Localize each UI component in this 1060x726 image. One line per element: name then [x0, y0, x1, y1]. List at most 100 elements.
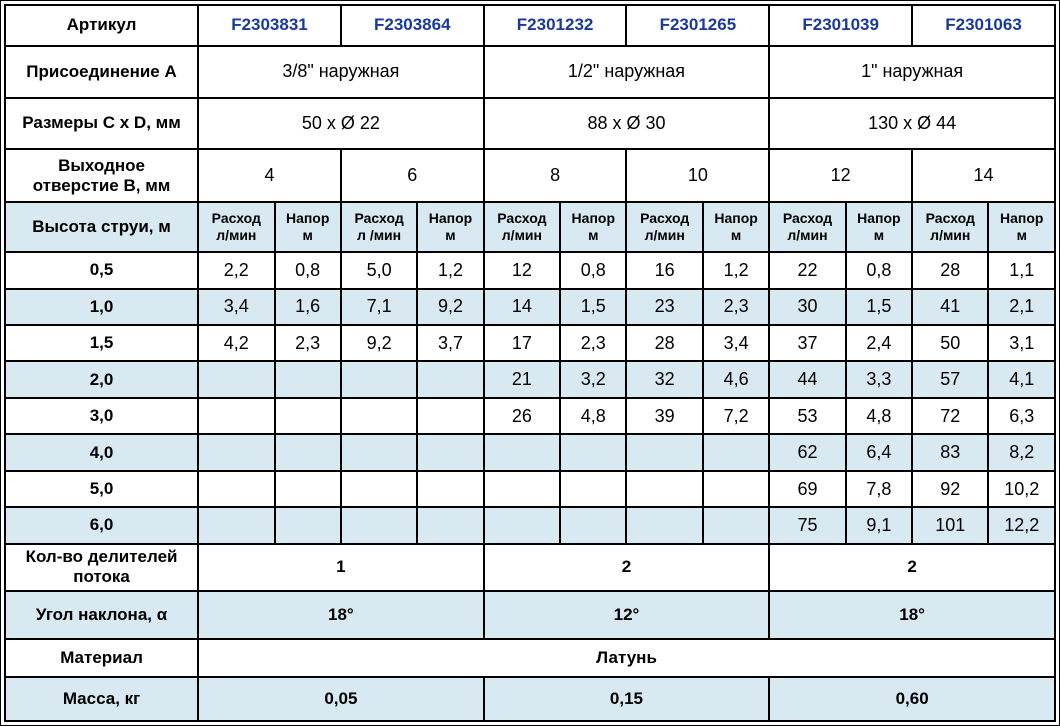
row-flow-dividers: Кол-во делителей потока 1 2 2 — [3, 542, 1056, 593]
mass-value: 0,15 — [482, 676, 771, 722]
article-number: F2301232 — [482, 4, 628, 47]
outlet-value: 4 — [197, 147, 342, 204]
jet-data-cell — [416, 433, 485, 472]
angle-row-label: Угол наклона, α — [3, 590, 200, 640]
jet-data-cell: 3,4 — [701, 323, 771, 363]
jet-data-cell: 23 — [625, 287, 704, 326]
jet-data-cell: 72 — [911, 396, 990, 436]
jet-data-cell: 3,7 — [416, 323, 485, 363]
article-number: F2301265 — [625, 4, 771, 47]
jet-height-value: 5,0 — [3, 469, 200, 509]
jet-data-cell: 101 — [911, 506, 990, 545]
flow-header: Расход л /мин — [339, 201, 419, 254]
flow-dividers-row-label: Кол-во делителей потока — [3, 542, 200, 593]
mass-value: 0,05 — [197, 676, 485, 722]
pressure-header: Напор м — [273, 201, 342, 254]
jet-data-cell — [625, 433, 704, 472]
jet-data-cell — [273, 469, 342, 509]
connection-row-label: Присоединение А — [3, 44, 200, 100]
jet-data-cell: 57 — [911, 360, 990, 399]
jet-data-cell: 3,3 — [844, 360, 914, 399]
jet-data-cell: 75 — [768, 506, 847, 545]
article-number: F2301039 — [768, 4, 914, 47]
outlet-value: 8 — [482, 147, 628, 204]
jet-data-cell: 4,1 — [987, 360, 1056, 399]
jet-data-cell — [273, 433, 342, 472]
jet-data-cell — [339, 396, 419, 436]
nozzle-spec-table: Артикул F2303831 F2303864 F2301232 F2301… — [3, 4, 1056, 722]
jet-data-cell: 32 — [625, 360, 704, 399]
jet-height-value: 6,0 — [3, 506, 200, 545]
jet-data-cell: 4,8 — [559, 396, 628, 436]
row-dimensions: Размеры C x D, мм 50 x Ø 22 88 x Ø 30 13… — [3, 97, 1056, 150]
jet-data-row: 2,0 21 3,2 32 4,6 44 3,3 57 4,1 — [3, 360, 1056, 399]
row-mass: Масса, кг 0,05 0,15 0,60 — [3, 676, 1056, 722]
jet-data-cell: 1,5 — [559, 287, 628, 326]
jet-data-row: 6,0 75 9,1 101 12,2 — [3, 506, 1056, 545]
jet-data-cell — [416, 396, 485, 436]
jet-data-cell: 1,5 — [844, 287, 914, 326]
jet-data-cell: 2,1 — [987, 287, 1056, 326]
jet-data-row: 3,0 26 4,8 39 7,2 53 4,8 72 6,3 — [3, 396, 1056, 436]
jet-data-cell: 14 — [482, 287, 562, 326]
jet-data-cell — [416, 469, 485, 509]
jet-data-cell — [416, 360, 485, 399]
outlet-value: 12 — [768, 147, 914, 204]
jet-height-row-label: Высота струи, м — [3, 201, 200, 254]
jet-data-cell: 50 — [911, 323, 990, 363]
dimensions-row-label: Размеры C x D, мм — [3, 97, 200, 150]
jet-data-cell: 1,1 — [987, 251, 1056, 290]
outlet-row-label: Выходное отверстие B, мм — [3, 147, 200, 204]
jet-data-cell — [701, 506, 771, 545]
jet-data-cell: 1,2 — [701, 251, 771, 290]
row-material: Материал Латунь — [3, 637, 1056, 679]
jet-data-cell — [273, 396, 342, 436]
jet-data-cell: 1,6 — [273, 287, 342, 326]
jet-data-cell: 41 — [911, 287, 990, 326]
jet-data-cell: 3,4 — [197, 287, 276, 326]
jet-data-row: 1,5 4,2 2,3 9,2 3,7 17 2,3 28 3,4 37 2,4… — [3, 323, 1056, 363]
jet-data-cell: 12 — [482, 251, 562, 290]
jet-data-cell: 9,2 — [339, 323, 419, 363]
jet-data-cell: 2,3 — [273, 323, 342, 363]
jet-height-value: 2,0 — [3, 360, 200, 399]
jet-data-cell: 7,8 — [844, 469, 914, 509]
jet-data-cell — [559, 469, 628, 509]
jet-data-cell: 39 — [625, 396, 704, 436]
connection-value: 3/8" наружная — [197, 44, 485, 100]
flow-header: Расход л/мин — [625, 201, 704, 254]
jet-data-cell — [701, 433, 771, 472]
jet-height-value: 0,5 — [3, 251, 200, 290]
jet-data-cell: 4,8 — [844, 396, 914, 436]
article-row-label: Артикул — [3, 4, 200, 47]
jet-data-cell — [339, 506, 419, 545]
jet-data-cell: 30 — [768, 287, 847, 326]
jet-data-cell — [339, 433, 419, 472]
dimensions-value: 88 x Ø 30 — [482, 97, 771, 150]
jet-data-cell — [273, 506, 342, 545]
jet-data-cell: 21 — [482, 360, 562, 399]
jet-data-cell — [701, 469, 771, 509]
jet-data-cell: 2,2 — [197, 251, 276, 290]
dimensions-value: 130 x Ø 44 — [768, 97, 1056, 150]
jet-data-cell: 26 — [482, 396, 562, 436]
flow-header: Расход л/мин — [482, 201, 562, 254]
article-number: F2303831 — [197, 4, 342, 47]
jet-data-cell: 37 — [768, 323, 847, 363]
jet-data-cell: 83 — [911, 433, 990, 472]
jet-data-cell — [482, 469, 562, 509]
jet-data-cell: 0,8 — [559, 251, 628, 290]
pressure-header: Напор м — [987, 201, 1056, 254]
material-row-label: Материал — [3, 637, 200, 679]
jet-data-row: 4,0 62 6,4 83 8,2 — [3, 433, 1056, 472]
connection-value: 1" наружная — [768, 44, 1056, 100]
pressure-header: Напор м — [844, 201, 914, 254]
jet-data-cell — [482, 506, 562, 545]
article-number: F2303864 — [339, 4, 485, 47]
jet-data-cell: 53 — [768, 396, 847, 436]
angle-value: 12° — [482, 590, 771, 640]
material-value: Латунь — [197, 637, 1056, 679]
jet-data-cell — [416, 506, 485, 545]
jet-data-cell: 8,2 — [987, 433, 1056, 472]
